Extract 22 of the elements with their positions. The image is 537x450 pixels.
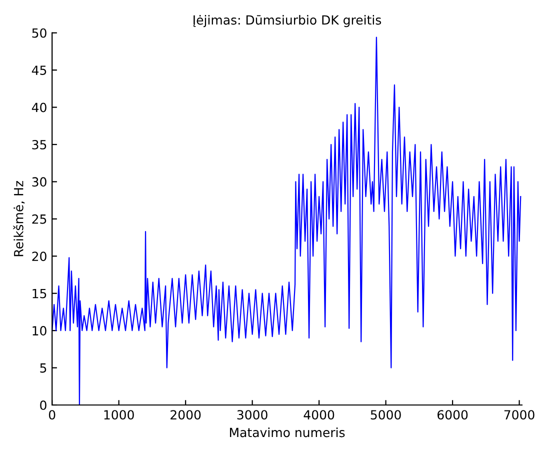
y-tick-label: 45 xyxy=(32,66,46,75)
x-tick-label: 5000 xyxy=(370,410,401,420)
y-tick-label: 5 xyxy=(40,363,46,373)
y-tick-label: 20 xyxy=(32,252,46,262)
y-tick-label: 40 xyxy=(32,102,46,112)
x-tick-label: 1000 xyxy=(104,410,134,420)
y-tick-label: 0 xyxy=(40,400,46,410)
y-tick-label: 25 xyxy=(32,214,46,224)
x-tick-label: 0 xyxy=(48,410,56,420)
chart-title: Įėjimas: Dūmsiurbio DK greitis xyxy=(193,15,382,28)
x-tick-label: 6000 xyxy=(438,410,468,420)
y-tick-label: 50 xyxy=(32,28,46,38)
y-tick-label: 30 xyxy=(32,177,46,187)
y-tick-label: 10 xyxy=(32,326,46,336)
x-tick-label: 4000 xyxy=(304,410,334,420)
y-tick-label: 35 xyxy=(32,140,46,150)
x-tick-label: 3000 xyxy=(237,410,268,420)
x-tick-label: 2000 xyxy=(170,410,201,420)
x-tick-label: 7000 xyxy=(504,410,534,420)
y-tick-label: 15 xyxy=(32,288,46,298)
y-axis-title: Reikšmė, Hz xyxy=(13,181,25,256)
x-axis-title: Matavimo numeris xyxy=(230,428,345,438)
